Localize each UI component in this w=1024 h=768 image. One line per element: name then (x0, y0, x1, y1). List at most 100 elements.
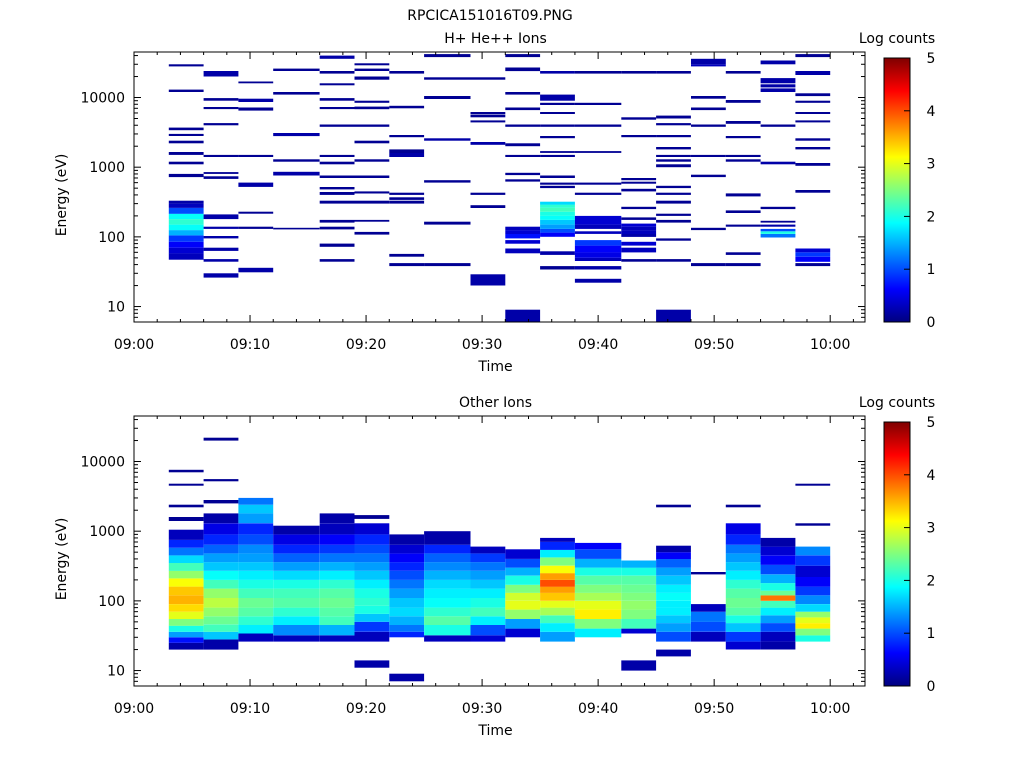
heatmap-cell (795, 628, 831, 636)
heatmap-cell (424, 77, 471, 80)
heatmap-cell (621, 234, 657, 237)
heatmap-cell (424, 625, 471, 636)
heatmap-cell (203, 107, 239, 110)
heatmap-cell (795, 163, 831, 166)
heatmap-cell (389, 562, 425, 571)
heatmap-cell (621, 660, 657, 671)
y-tick-label: 10 (107, 664, 125, 680)
heatmap-cell (760, 124, 796, 127)
heatmap-cell (424, 96, 471, 99)
heatmap-cell (389, 625, 425, 632)
heatmap-cell (470, 588, 506, 598)
colorbar-label: Log counts (859, 395, 935, 411)
heatmap-cell (389, 263, 425, 267)
heatmap-cell (621, 71, 657, 74)
heatmap-cell (389, 135, 425, 138)
heatmap-cell (354, 605, 390, 614)
heatmap-cell (389, 192, 425, 195)
heatmap-cell (354, 631, 390, 642)
heatmap-cell (795, 248, 831, 253)
heatmap-cell (760, 607, 796, 616)
heatmap-cell (470, 635, 506, 642)
heatmap-cell (540, 112, 575, 114)
heatmap-cell (319, 523, 355, 535)
heatmap-cell (470, 112, 506, 114)
heatmap-cell (656, 238, 691, 241)
heatmap-cell (795, 483, 831, 486)
heatmap-cell (760, 231, 796, 234)
heatmap-cell (621, 584, 657, 593)
heatmap-cell (389, 253, 425, 257)
heatmap-cell (389, 534, 425, 545)
heatmap-cell (621, 181, 657, 184)
heatmap-cell (203, 500, 239, 504)
heatmap-cell (505, 609, 541, 619)
heatmap-cell (238, 497, 274, 505)
panel-title: H+ He++ Ions (444, 31, 547, 47)
heatmap-cell (725, 100, 761, 103)
heatmap-cell (203, 71, 239, 77)
heatmap-cell (319, 625, 355, 636)
heatmap-cell (656, 584, 691, 593)
y-tick-label: 1000 (89, 160, 125, 176)
heatmap-cell (354, 63, 390, 66)
heatmap-cell (319, 187, 355, 190)
heatmap-cell (168, 529, 204, 540)
heatmap-cell (238, 534, 274, 545)
heatmap-cell (238, 616, 274, 625)
panel-2: Other Ions 09:00 09:10 09:20 09:30 09:40 09:50… (54, 395, 936, 739)
heatmap-cell (574, 584, 622, 593)
heatmap-cell (691, 64, 726, 67)
heatmap-cell (424, 607, 471, 617)
heatmap-cell (470, 607, 506, 617)
heatmap-cell (389, 631, 425, 638)
heatmap-cell (238, 182, 274, 187)
heatmap-cell (725, 263, 761, 267)
heatmap-cell (389, 544, 425, 554)
heatmap-cell (725, 504, 761, 508)
heatmap-cell (354, 544, 390, 554)
heatmap-cell (540, 600, 575, 608)
colorbar: 0 1 2 3 4 5 Log counts (859, 395, 936, 695)
heatmap-cell (691, 174, 726, 178)
figure-title: RPCICA151016T09.PNG (407, 8, 572, 24)
heatmap-cell (319, 219, 355, 223)
heatmap-cell (574, 542, 622, 550)
heatmap-cell (424, 138, 471, 141)
x-axis-label: Time (477, 723, 512, 739)
heatmap-cell (540, 586, 575, 593)
heatmap-cell (238, 226, 274, 229)
heatmap-cell (760, 161, 796, 165)
x-tick-label: 09:40 (578, 701, 618, 717)
heatmap-cell (273, 525, 320, 535)
heatmap-cell (760, 206, 796, 210)
heatmap-cell (203, 437, 239, 441)
heatmap-cell (203, 588, 239, 598)
heatmap-cell (656, 545, 691, 553)
heatmap-cell (656, 558, 691, 568)
heatmap-cell (540, 175, 575, 178)
heatmap-cell (238, 607, 274, 617)
heatmap-cell (505, 240, 541, 244)
heatmap-cell (760, 84, 796, 88)
heatmap-cell (424, 570, 471, 580)
heatmap-cell (621, 117, 657, 120)
heatmap-cell (168, 469, 204, 473)
heatmap-cells (168, 437, 831, 682)
heatmap-cell (354, 140, 390, 144)
heatmap-cell (621, 247, 657, 253)
heatmap-cell (505, 558, 541, 568)
heatmap-cell (574, 558, 622, 568)
heatmap-cell (725, 579, 761, 589)
heatmap-cell (168, 637, 204, 643)
heatmap-cell (354, 621, 390, 632)
heatmap-cell (168, 253, 204, 260)
heatmap-cell (540, 537, 575, 542)
heatmap-cell (424, 221, 471, 225)
heatmap-cell (505, 107, 541, 111)
heatmap-cell (424, 54, 471, 58)
heatmap-cell (168, 625, 204, 632)
heatmap-cell (389, 570, 425, 580)
x-tick-label: 09:30 (462, 701, 502, 717)
heatmap-cell (273, 68, 320, 71)
